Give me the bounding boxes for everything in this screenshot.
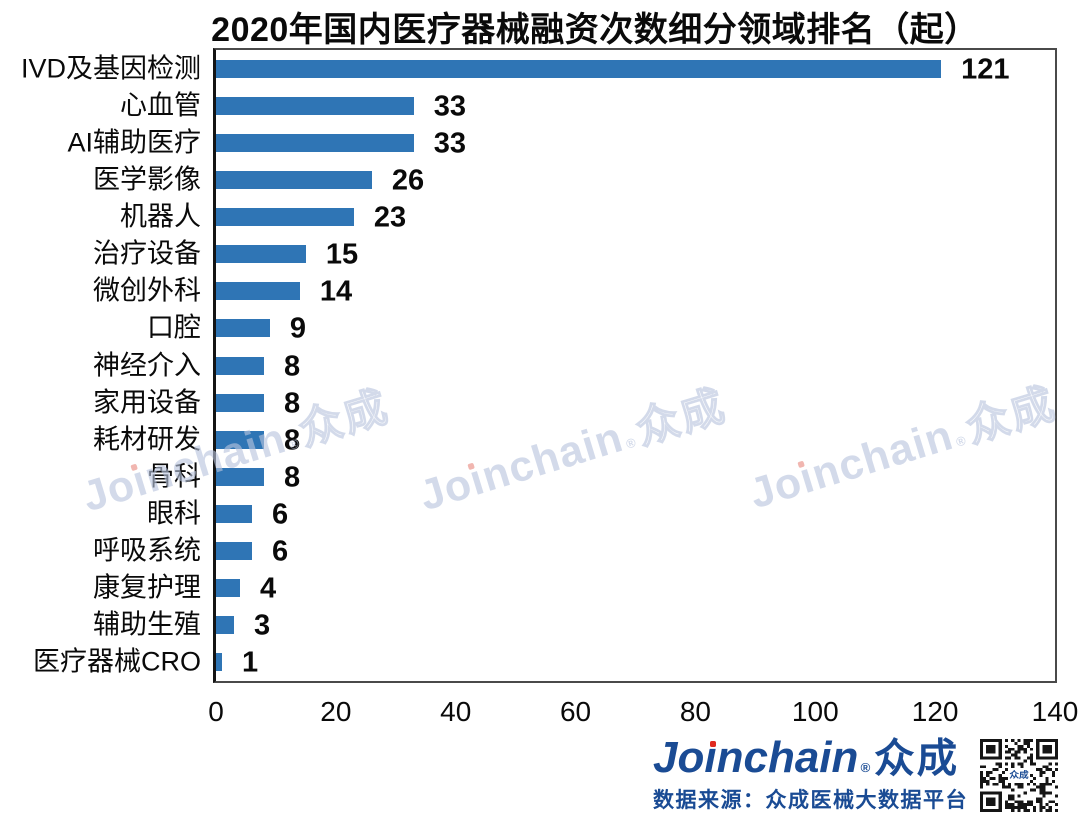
category-label: 医学影像 bbox=[93, 164, 201, 195]
footer-brand: Joı nchain ®众成 数据来源：众成医械大数据平台 bbox=[653, 733, 968, 813]
category-label: 辅助生殖 bbox=[93, 609, 201, 640]
value-label: 121 bbox=[961, 53, 1010, 86]
value-label: 33 bbox=[433, 127, 467, 160]
x-axis: 0 20 40 60 80 100 120 140 bbox=[208, 696, 1078, 732]
x-tick-label: 100 bbox=[791, 696, 839, 727]
category-label: 家用设备 bbox=[93, 387, 201, 418]
value-label: 26 bbox=[391, 164, 425, 197]
y-axis-labels: IVD及基因检测心血管 AI辅助医疗医学影像机器人治疗设备微创外科口腔神经介入家用… bbox=[0, 50, 205, 681]
brand-red-dot-icon bbox=[709, 740, 716, 747]
x-tick-label: 140 bbox=[1031, 696, 1079, 727]
bar bbox=[216, 208, 354, 227]
bar bbox=[216, 579, 240, 598]
category-label: 医疗器械CRO bbox=[33, 646, 201, 677]
x-tick-label: 0 bbox=[208, 696, 224, 727]
x-tick-label: 60 bbox=[559, 696, 592, 727]
joinchain-logo: Joı nchain ®众成 bbox=[653, 733, 960, 782]
bar bbox=[216, 504, 252, 523]
bar bbox=[216, 282, 300, 301]
value-label: 8 bbox=[283, 387, 301, 420]
value-label: 15 bbox=[325, 238, 359, 271]
chart-title: 2020年国内医疗器械融资次数细分领域排名（起） bbox=[211, 11, 979, 49]
data-source-text: 数据来源：众成医械大数据平台 bbox=[653, 789, 968, 813]
svg-text:众成: 众成 bbox=[1009, 769, 1029, 780]
bar bbox=[216, 653, 222, 672]
category-label: 耗材研发 bbox=[93, 424, 201, 455]
bar bbox=[216, 542, 252, 561]
bar bbox=[216, 616, 234, 635]
value-label: 4 bbox=[259, 572, 277, 605]
value-label: 6 bbox=[271, 498, 289, 531]
x-tick-label: 80 bbox=[679, 696, 711, 727]
category-label: 眼科 bbox=[147, 498, 201, 529]
x-tick-label: 40 bbox=[440, 696, 472, 727]
bar bbox=[216, 59, 942, 78]
registered-mark: ® bbox=[860, 760, 871, 775]
bar bbox=[216, 319, 270, 338]
bar bbox=[216, 245, 306, 264]
x-tick-label: 20 bbox=[320, 696, 352, 727]
value-label: 33 bbox=[433, 90, 467, 123]
category-label: 口腔 bbox=[147, 312, 201, 343]
bar bbox=[216, 133, 414, 152]
value-label: 8 bbox=[283, 350, 301, 382]
category-label: 微创外科 bbox=[93, 275, 201, 306]
x-tick-label: 120 bbox=[911, 696, 959, 727]
value-label: 8 bbox=[283, 424, 301, 457]
category-label: 神经介入 bbox=[93, 350, 201, 380]
category-label: 治疗设备 bbox=[93, 238, 201, 269]
bar bbox=[216, 96, 414, 115]
value-label: 3 bbox=[253, 609, 271, 642]
bar bbox=[216, 430, 264, 449]
qr-code: 众成 bbox=[980, 739, 1058, 812]
value-label: 8 bbox=[283, 461, 301, 494]
value-label: 1 bbox=[241, 646, 259, 679]
bar bbox=[216, 393, 264, 412]
bar bbox=[216, 170, 372, 189]
category-label: 骨科 bbox=[147, 461, 201, 492]
value-label: 9 bbox=[289, 312, 307, 345]
bar bbox=[216, 356, 264, 375]
category-label: 呼吸系统 bbox=[93, 535, 201, 566]
bar bbox=[216, 467, 264, 486]
category-label: 康复护理 bbox=[93, 572, 201, 603]
value-label: 23 bbox=[373, 201, 407, 234]
category-label: 机器人 bbox=[120, 201, 201, 232]
plot-area: 121 33 33 26 23 15 14 9 8 8 8 8 6 6 4 3 1 bbox=[213, 48, 1057, 683]
category-label: IVD及基因检测 bbox=[20, 53, 201, 84]
category-label: AI辅助医疗 bbox=[67, 127, 201, 158]
category-label: 心血管 bbox=[120, 90, 201, 121]
value-label: 14 bbox=[319, 275, 353, 308]
value-label: 6 bbox=[271, 535, 289, 568]
